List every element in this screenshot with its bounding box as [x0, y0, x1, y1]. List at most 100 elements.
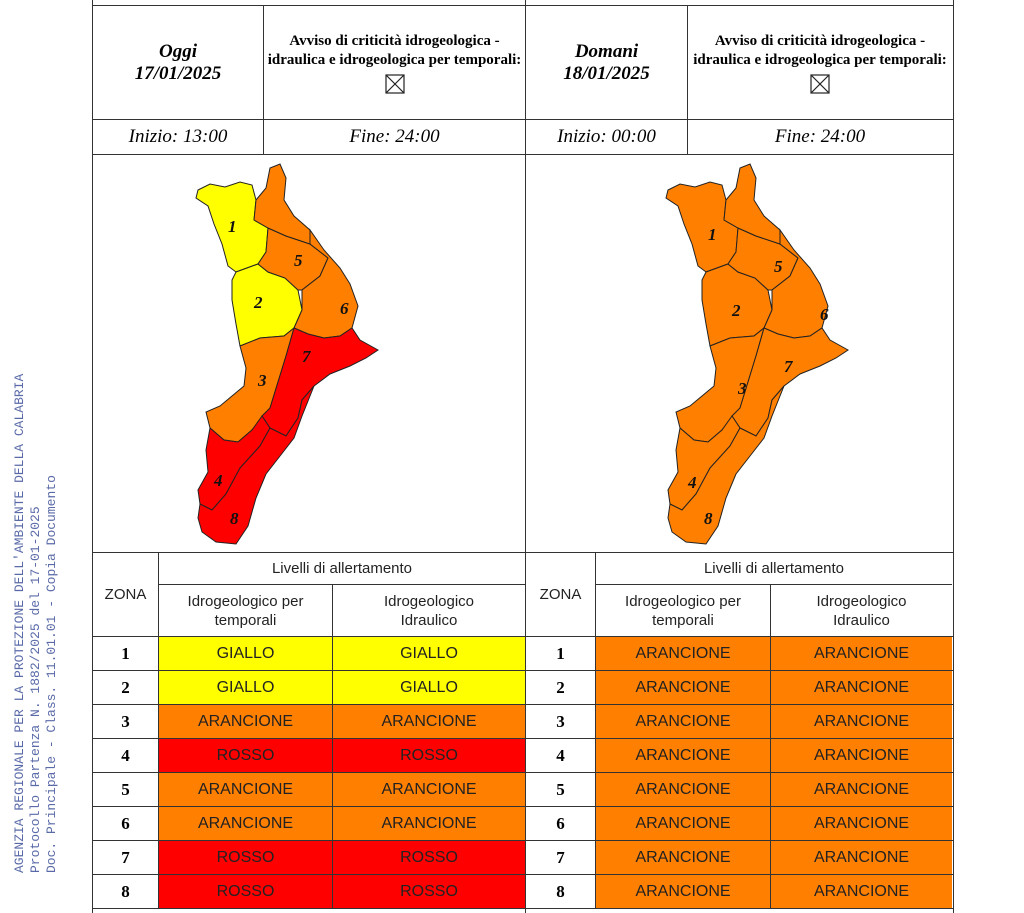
map-label-7: 7 — [784, 357, 794, 376]
tomorrow-level-idraulico: ARANCIONE — [771, 807, 952, 840]
tomorrow-level-temporali: ARANCIONE — [596, 773, 770, 806]
today-col-temporali-header: Idrogeologico per temporali — [187, 592, 304, 629]
today-zone-number: 8 — [121, 881, 130, 901]
tomorrow-inizio: Inizio: 00:00 — [557, 126, 656, 147]
tomorrow-zone-number: 1 — [556, 643, 565, 663]
today-level-idraulico: ARANCIONE — [333, 705, 525, 738]
tomorrow-level-temporali: ARANCIONE — [596, 739, 770, 772]
today-zone-number: 6 — [121, 813, 130, 833]
tomorrow-level-temporali: ARANCIONE — [596, 671, 770, 704]
map-zone-5b — [253, 163, 311, 245]
today-level-idraulico: ROSSO — [333, 739, 525, 772]
today-avviso-text: Avviso di criticità idrogeologica - idra… — [267, 32, 522, 68]
map-label-6: 6 — [340, 299, 349, 318]
tomorrow-level-idraulico: ARANCIONE — [771, 739, 952, 772]
today-livelli-header: Livelli di allertamento — [271, 560, 413, 577]
map-label-8: 8 — [230, 509, 239, 528]
map-label-1: 1 — [708, 225, 717, 244]
today-level-temporali: GIALLO — [159, 637, 332, 670]
today-level-idraulico: GIALLO — [333, 671, 525, 704]
tomorrow-date: 18/01/2025 — [563, 62, 650, 84]
today-zone-number: 5 — [121, 779, 130, 799]
tomorrow-zone-number: 5 — [556, 779, 565, 799]
today-date-cell: Oggi 17/01/2025 — [93, 6, 263, 119]
tomorrow-level-temporali: ARANCIONE — [596, 637, 770, 670]
today-zone-number: 7 — [121, 847, 130, 867]
today-col-idraulico-header: Idrogeologico Idraulico — [383, 592, 475, 629]
tomorrow-zone-number: 4 — [556, 745, 565, 765]
tomorrow-zone-number: 3 — [556, 711, 565, 731]
today-level-idraulico: ROSSO — [333, 841, 525, 874]
tomorrow-zone-number: 7 — [556, 847, 565, 867]
tomorrow-level-temporali: ARANCIONE — [596, 807, 770, 840]
tomorrow-zone-number: 2 — [556, 677, 565, 697]
map-zone-7 — [731, 327, 849, 437]
today-zone-number: 3 — [121, 711, 130, 731]
today-label: Oggi — [159, 40, 197, 62]
map-label-4: 4 — [687, 473, 697, 492]
tomorrow-date-cell: Domani 18/01/2025 — [526, 6, 687, 119]
crossed-checkbox-icon — [384, 73, 405, 94]
map-label-3: 3 — [737, 379, 747, 398]
map-label-4: 4 — [213, 471, 223, 490]
tomorrow-level-idraulico: ARANCIONE — [771, 637, 952, 670]
today-level-temporali: ROSSO — [159, 841, 332, 874]
bulletin-frame — [92, 0, 954, 913]
today-level-temporali: ARANCIONE — [159, 807, 332, 840]
today-level-idraulico: ARANCIONE — [333, 773, 525, 806]
today-level-idraulico: ROSSO — [333, 875, 525, 908]
tomorrow-level-idraulico: ARANCIONE — [771, 841, 952, 874]
tomorrow-livelli-header: Livelli di allertamento — [703, 560, 845, 577]
tomorrow-level-temporali: ARANCIONE — [596, 875, 770, 908]
today-level-temporali: ARANCIONE — [159, 705, 332, 738]
today-inizio: Inizio: 13:00 — [128, 126, 228, 147]
today-level-idraulico: GIALLO — [333, 637, 525, 670]
today-zone-number: 4 — [121, 745, 130, 765]
today-fine: Fine: 24:00 — [349, 126, 440, 147]
today-level-temporali: ARANCIONE — [159, 773, 332, 806]
crossed-checkbox-icon — [810, 73, 830, 94]
map-label-1: 1 — [228, 217, 237, 236]
map-zone-8 — [197, 385, 315, 545]
map-label-8: 8 — [704, 509, 713, 528]
map-label-7: 7 — [302, 347, 312, 366]
today-zona-header: ZONA — [104, 586, 147, 603]
today-date: 17/01/2025 — [134, 62, 222, 84]
map-zone-5b — [723, 163, 781, 245]
tomorrow-avviso-text: Avviso di criticità idrogeologica - idra… — [693, 32, 947, 68]
tomorrow-col-idraulico-header: Idrogeologico Idraulico — [816, 592, 907, 629]
tomorrow-zone-number: 6 — [556, 813, 565, 833]
map-zone-7 — [261, 327, 379, 437]
today-level-temporali: ROSSO — [159, 875, 332, 908]
tomorrow-col-temporali-header: Idrogeologico per temporali — [625, 592, 741, 629]
map-zone-1 — [665, 181, 739, 273]
tomorrow-avviso-cell: Avviso di criticità idrogeologica - idra… — [688, 6, 952, 119]
tomorrow-zona-header: ZONA — [539, 586, 582, 603]
map-label-3: 3 — [257, 371, 267, 390]
protocol-stamp: AGENZIA REGIONALE PER LA PROTEZIONE DELL… — [10, 275, 62, 875]
stamp-line-3: Doc. Principale - Class. 11.01.01 - Copi… — [44, 475, 59, 873]
tomorrow-label: Domani — [574, 40, 639, 62]
map-label-2: 2 — [253, 293, 263, 312]
tomorrow-level-idraulico: ARANCIONE — [771, 671, 952, 704]
tomorrow-level-temporali: ARANCIONE — [596, 841, 770, 874]
today-level-temporali: ROSSO — [159, 739, 332, 772]
tomorrow-fine: Fine: 24:00 — [774, 126, 866, 147]
calabria-map-tomorrow: 1 2 3 4 5 6 7 8 — [665, 163, 849, 545]
calabria-map-today: 1 2 3 4 5 6 7 8 — [195, 163, 379, 545]
tomorrow-level-idraulico: ARANCIONE — [771, 875, 952, 908]
stamp-line-2: Protocollo Partenza N. 1882/2025 del 17-… — [28, 506, 43, 873]
today-level-temporali: GIALLO — [159, 671, 332, 704]
tomorrow-level-temporali: ARANCIONE — [596, 705, 770, 738]
map-label-6: 6 — [820, 305, 829, 324]
today-zone-number: 1 — [121, 643, 130, 663]
map-label-5: 5 — [774, 257, 783, 276]
today-avviso-cell: Avviso di criticità idrogeologica - idra… — [264, 6, 525, 119]
map-label-2: 2 — [731, 301, 741, 320]
stamp-line-1: AGENZIA REGIONALE PER LA PROTEZIONE DELL… — [12, 374, 27, 873]
today-zone-number: 2 — [121, 677, 130, 697]
tomorrow-level-idraulico: ARANCIONE — [771, 705, 952, 738]
map-zone-8 — [667, 385, 785, 545]
today-level-idraulico: ARANCIONE — [333, 807, 525, 840]
tomorrow-level-idraulico: ARANCIONE — [771, 773, 952, 806]
